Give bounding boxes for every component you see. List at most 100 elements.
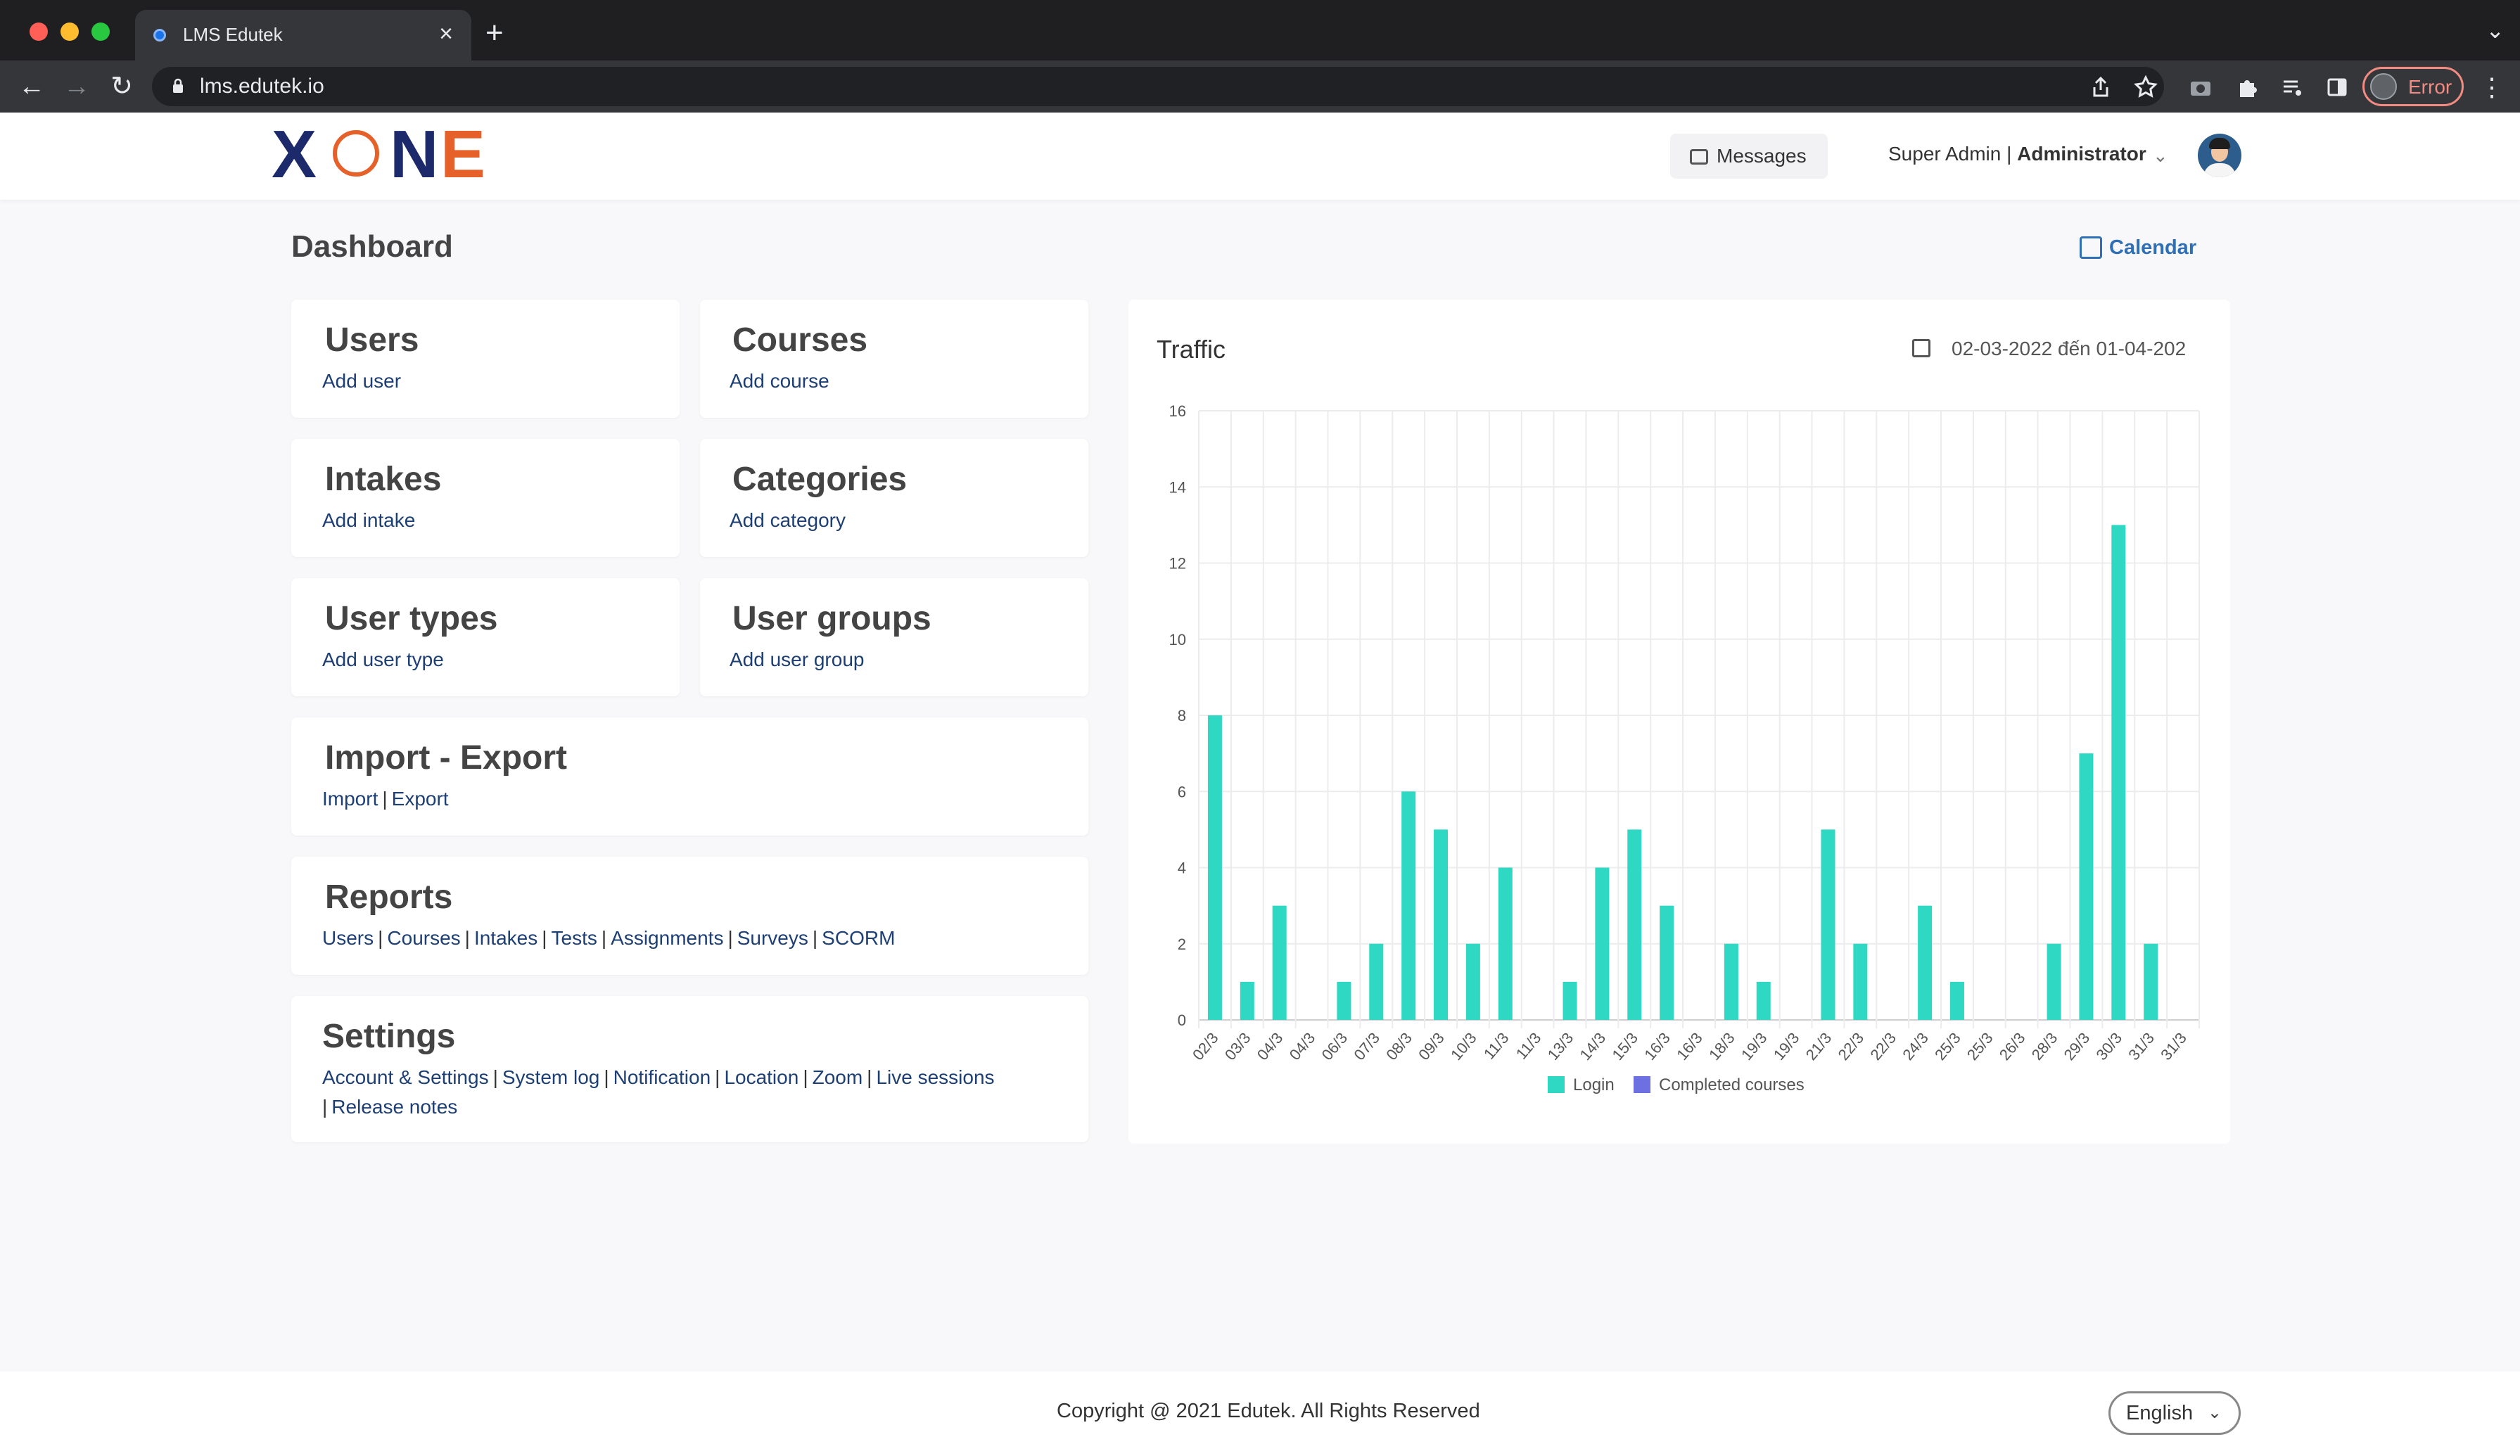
- x-tick-label: 02/3: [1189, 1029, 1222, 1064]
- close-tab-icon[interactable]: ×: [439, 20, 453, 47]
- reload-icon[interactable]: ↻: [110, 72, 133, 101]
- y-tick-label: 4: [1178, 860, 1186, 877]
- address-bar[interactable]: lms.edutek.io: [152, 67, 2164, 106]
- link-separator: |: [867, 1066, 872, 1088]
- share-icon[interactable]: [2087, 73, 2115, 101]
- reports-surveys-link[interactable]: Surveys: [737, 927, 808, 949]
- bookmark-star-icon[interactable]: [2132, 73, 2160, 101]
- link-separator: |: [382, 788, 388, 810]
- user-groups-card-title: User groups: [732, 600, 931, 637]
- x-tick-label: 30/3: [2092, 1029, 2125, 1064]
- back-icon[interactable]: ←: [18, 72, 45, 101]
- export-link[interactable]: Export: [391, 788, 449, 810]
- login-bar: [1401, 791, 1416, 1020]
- x-tick-label: 22/3: [1866, 1029, 1899, 1064]
- zoom-link[interactable]: Zoom: [812, 1066, 863, 1088]
- import-link[interactable]: Import: [322, 788, 378, 810]
- x-tick-label: 26/3: [1996, 1029, 2029, 1064]
- traffic-chart-card: Traffic 02-03-2022 đến 01-04-202 0 2 4 6 8 10…: [1128, 300, 2230, 1144]
- user-types-card-title: User types: [325, 600, 498, 637]
- page-title: Dashboard: [291, 229, 453, 264]
- link-separator: |: [464, 927, 470, 949]
- avatar[interactable]: [2198, 134, 2241, 177]
- x-tick-label: 08/3: [1382, 1029, 1415, 1064]
- reports-scorm-link[interactable]: SCORM: [822, 927, 896, 949]
- date-range-picker[interactable]: 02-03-2022 đến 01-04-202: [1912, 338, 2187, 360]
- live-sessions-link[interactable]: Live sessions: [876, 1066, 995, 1088]
- extensions-puzzle-icon[interactable]: [2233, 73, 2261, 101]
- settings-card-title: Settings: [322, 1018, 456, 1055]
- add-course-link[interactable]: Add course: [730, 370, 829, 392]
- reports-courses-link[interactable]: Courses: [387, 927, 461, 949]
- add-user-group-link[interactable]: Add user group: [730, 649, 865, 670]
- login-bar: [1337, 981, 1351, 1020]
- x-tick-label: 29/3: [2061, 1029, 2094, 1064]
- x-tick-label: 25/3: [1931, 1029, 1964, 1064]
- link-separator: |: [715, 1066, 720, 1088]
- chevron-down-icon[interactable]: ⌄: [2153, 145, 2168, 166]
- notification-link[interactable]: Notification: [613, 1066, 711, 1088]
- browser-menu-icon[interactable]: ⋮: [2479, 72, 2505, 101]
- x-tick-label: 24/3: [1899, 1029, 1932, 1064]
- login-bar: [2047, 943, 2061, 1020]
- camera-icon[interactable]: [2187, 73, 2215, 101]
- calendar-link[interactable]: Calendar: [2080, 236, 2197, 260]
- link-separator: |: [727, 927, 733, 949]
- add-user-link[interactable]: Add user: [322, 370, 402, 392]
- reports-tests-link[interactable]: Tests: [551, 927, 597, 949]
- traffic-title: Traffic: [1157, 335, 1226, 364]
- new-tab-button[interactable]: +: [485, 15, 504, 50]
- reading-list-icon[interactable]: [2278, 73, 2306, 101]
- account-settings-link[interactable]: Account & Settings: [322, 1066, 489, 1088]
- categories-card: Categories Add category: [700, 439, 1088, 557]
- add-intake-link[interactable]: Add intake: [322, 509, 416, 531]
- forward-icon[interactable]: →: [63, 72, 90, 101]
- profile-error-button[interactable]: Error: [2362, 67, 2464, 106]
- add-user-type-link[interactable]: Add user type: [322, 649, 444, 670]
- x-tick-label: 09/3: [1415, 1029, 1448, 1064]
- tab-search-chevron-icon[interactable]: ⌄: [2486, 18, 2505, 43]
- location-link[interactable]: Location: [724, 1066, 799, 1088]
- language-select[interactable]: English ⌄: [2108, 1391, 2241, 1435]
- login-bar: [1918, 905, 1933, 1020]
- x-tick-label: 19/3: [1738, 1029, 1771, 1064]
- login-bar: [1853, 943, 1868, 1020]
- x-tick-label: 31/3: [2157, 1029, 2190, 1064]
- legend-label: Login: [1573, 1075, 1615, 1094]
- users-card: Users Add user: [291, 300, 680, 418]
- x-tick-label: 04/3: [1286, 1029, 1319, 1064]
- y-tick-label: 16: [1169, 402, 1186, 420]
- side-panel-icon[interactable]: [2323, 73, 2351, 101]
- categories-card-title: Categories: [732, 461, 908, 498]
- maximize-window-button[interactable]: [91, 23, 110, 41]
- login-bar: [1756, 981, 1771, 1020]
- y-tick-label: 6: [1178, 783, 1186, 800]
- messages-button[interactable]: Messages: [1670, 134, 1828, 179]
- user-menu[interactable]: Super Admin | Administrator: [1888, 143, 2146, 165]
- courses-card-title: Courses: [732, 321, 868, 359]
- reports-intakes-link[interactable]: Intakes: [473, 927, 538, 949]
- minimize-window-button[interactable]: [61, 23, 79, 41]
- release-notes-link[interactable]: Release notes: [331, 1096, 458, 1118]
- import-export-card-title: Import - Export: [325, 739, 567, 777]
- user-role: Administrator: [2017, 143, 2146, 165]
- date-range-text: 02-03-2022 đến 01-04-202: [1952, 338, 2187, 359]
- calendar-label: Calendar: [2109, 236, 2197, 259]
- close-window-button[interactable]: [30, 23, 48, 41]
- y-tick-label: 14: [1169, 478, 1186, 496]
- link-separator: |: [322, 1096, 328, 1118]
- link-separator: |: [542, 927, 547, 949]
- system-log-link[interactable]: System log: [502, 1066, 600, 1088]
- reports-users-link[interactable]: Users: [322, 927, 374, 949]
- login-bar: [1369, 943, 1384, 1020]
- login-bar: [1595, 867, 1610, 1020]
- login-bar: [1627, 829, 1642, 1020]
- xone-logo[interactable]: X N E: [272, 121, 497, 184]
- login-bar: [1434, 829, 1449, 1020]
- add-category-link[interactable]: Add category: [730, 509, 846, 531]
- x-tick-label: 07/3: [1350, 1029, 1383, 1064]
- reports-assignments-link[interactable]: Assignments: [611, 927, 724, 949]
- browser-tab[interactable]: LMS Edutek ×: [135, 10, 471, 60]
- login-bar: [1272, 905, 1287, 1020]
- y-tick-label: 10: [1169, 631, 1186, 649]
